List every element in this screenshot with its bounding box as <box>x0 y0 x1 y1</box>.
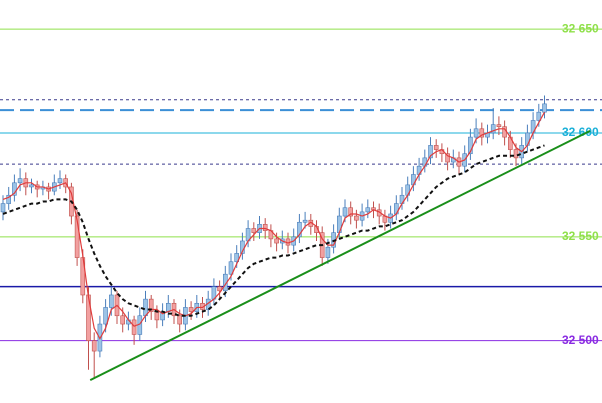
candle-body <box>348 207 354 217</box>
candle-body <box>29 184 34 188</box>
candle-body <box>479 128 485 138</box>
candle-body <box>468 136 473 155</box>
candle-body <box>536 111 542 121</box>
candle-body <box>325 246 331 258</box>
candle-body <box>6 194 11 204</box>
candle-body <box>228 261 234 275</box>
y-tick-label: 32 650 <box>562 21 599 35</box>
candle-body <box>428 145 433 159</box>
candle-body <box>17 178 23 184</box>
candle-body <box>274 238 279 244</box>
y-tick-label: 32 500 <box>562 333 599 347</box>
candle-body <box>148 298 154 312</box>
y-tick-label: 32 600 <box>562 125 599 139</box>
candle-body <box>12 182 17 196</box>
candle-body <box>154 311 160 321</box>
candle-body <box>177 315 182 325</box>
candle-body <box>297 221 302 238</box>
candle-body <box>0 203 6 213</box>
candle-body <box>188 307 194 312</box>
candle-body <box>91 340 97 352</box>
candle-body <box>57 178 63 184</box>
candle-body <box>496 124 502 128</box>
ma-line <box>2 144 545 317</box>
candle-body <box>251 228 257 233</box>
candle-body <box>513 149 519 159</box>
candle-body <box>302 219 308 223</box>
candle-body <box>131 319 137 335</box>
candle-body <box>74 215 80 258</box>
candle-body <box>262 224 268 231</box>
candle-body <box>103 307 108 325</box>
candle-body <box>217 286 222 292</box>
candle-body <box>473 128 479 138</box>
ma-line <box>2 111 546 340</box>
candle-body <box>542 103 547 113</box>
candle-body <box>120 315 125 325</box>
candle-body <box>166 302 171 312</box>
candle-body <box>365 207 371 213</box>
candle-body <box>490 124 496 134</box>
y-tick-label: 32 550 <box>562 229 599 243</box>
candle-body <box>433 145 439 150</box>
candle-body <box>342 207 348 217</box>
candle-body <box>445 153 450 163</box>
candle-body <box>234 253 239 263</box>
candle-body <box>354 215 359 221</box>
trendline <box>89 129 591 382</box>
candle-body <box>143 298 148 317</box>
candle-body <box>109 294 114 308</box>
